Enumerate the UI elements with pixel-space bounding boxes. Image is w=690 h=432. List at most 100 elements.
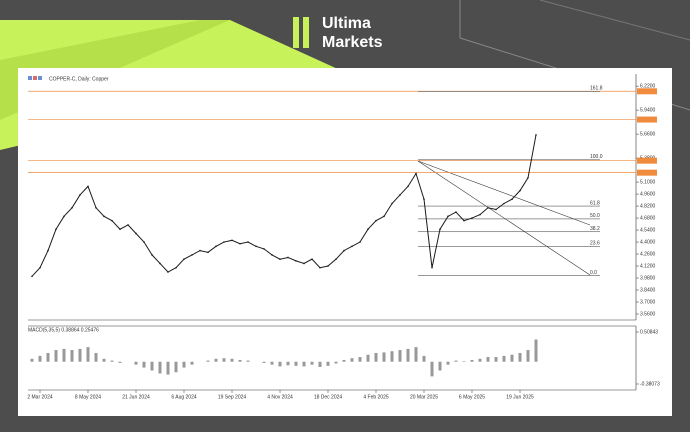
price-point [455, 211, 457, 213]
macd-bar [430, 361, 434, 377]
macd-bar [86, 347, 90, 362]
fib-label: 50.0 [590, 213, 600, 219]
price-point [55, 228, 57, 230]
macd-bar [518, 352, 522, 362]
x-tick-label: 4 Nov 2024 [267, 394, 293, 400]
price-point [143, 241, 145, 243]
macd-bar [414, 347, 418, 362]
macd-bar [262, 361, 266, 363]
macd-bar [342, 359, 346, 362]
price-point [487, 206, 489, 209]
price-point [327, 265, 329, 267]
price-point [335, 258, 337, 260]
macd-bar [158, 361, 162, 374]
macd-bar [230, 358, 234, 362]
macd-bar [206, 360, 210, 362]
price-point [351, 245, 353, 248]
price-point [71, 206, 73, 209]
logo-bar [303, 17, 309, 48]
price-point [183, 258, 185, 260]
macd-bar [494, 357, 498, 362]
macd-bar [78, 348, 82, 362]
macd-tick-label: 0.50843 [640, 329, 658, 335]
price-point [439, 228, 441, 230]
macd-bar [38, 355, 42, 362]
price-point [479, 213, 481, 216]
macd-bar [270, 361, 274, 365]
macd-bar [526, 350, 530, 362]
fib-label: 23.6 [590, 241, 600, 247]
x-tick-label: 19 Jun 2025 [506, 394, 534, 400]
y-tick-label: 5.1000 [640, 179, 656, 185]
macd-tick-label: -0.38073 [640, 381, 660, 387]
price-point [231, 239, 233, 242]
y-tick-label: 4.2600 [640, 251, 656, 257]
price-point [63, 215, 65, 218]
y-tick-label: 4.1200 [640, 263, 656, 269]
price-point [103, 215, 105, 218]
price-point [423, 198, 425, 201]
x-tick-label: 21 Jun 2024 [122, 394, 150, 400]
price-point [511, 198, 513, 201]
logo: Ultima Markets [293, 15, 383, 51]
price-point [359, 241, 361, 243]
fib-label: 0.0 [590, 270, 597, 276]
price-point [95, 206, 97, 209]
price-point [39, 266, 41, 269]
price-point [535, 134, 537, 136]
price-point [471, 217, 473, 219]
macd-bar [102, 358, 106, 362]
macd-bar [502, 355, 506, 362]
macd-bar [486, 357, 490, 362]
price-point [255, 245, 257, 248]
x-tick-label: 6 Aug 2024 [171, 394, 197, 400]
macd-bar [150, 361, 154, 371]
macd-bar [238, 359, 242, 362]
icon [33, 76, 37, 80]
fib-label: 38.2 [590, 226, 600, 232]
macd-bar [70, 350, 74, 362]
macd-bar [246, 360, 250, 362]
macd-bar [334, 361, 338, 364]
price-point [111, 219, 113, 222]
macd-bar [374, 352, 378, 362]
y-tick-label: 4.9600 [640, 191, 656, 197]
macd-bar [470, 359, 474, 362]
price-point [343, 249, 345, 252]
price-point [79, 194, 81, 196]
macd-bar [62, 348, 66, 362]
macd-bar [294, 361, 298, 366]
price-point [47, 249, 49, 252]
price-point [319, 266, 321, 269]
logo-text: Markets [322, 34, 383, 51]
macd-bar [278, 361, 282, 367]
trend-line [417, 160, 591, 276]
y-tick-label: 3.8400 [640, 287, 656, 293]
y-tick-label: 3.5600 [640, 311, 656, 317]
macd-bar [390, 351, 394, 362]
price-point [407, 185, 409, 188]
x-tick-label: 18 Dec 2024 [314, 394, 343, 400]
x-tick-label: 2 Mar 2024 [27, 394, 53, 400]
price-point [431, 266, 433, 269]
price-point [367, 228, 369, 230]
x-tick-label: 4 Feb 2025 [363, 394, 389, 400]
price-level-tag [637, 116, 657, 123]
macd-bar [222, 358, 226, 362]
x-tick-label: 19 Sep 2024 [218, 394, 247, 400]
price-point [391, 202, 393, 205]
price-point [191, 254, 193, 256]
macd-bar [166, 361, 170, 375]
chart-title: COPPER-C, Daily: Copper [49, 76, 109, 82]
logo-text: Ultima [322, 15, 371, 32]
price-point [295, 260, 297, 262]
macd-bar [94, 352, 98, 362]
macd-bar [30, 358, 34, 362]
macd-bar [382, 352, 386, 362]
price-point [415, 172, 417, 175]
price-point [151, 254, 153, 256]
price-point [135, 232, 137, 235]
y-tick-label: 4.6800 [640, 215, 656, 221]
y-tick-label: 3.7000 [640, 299, 656, 305]
price-point [495, 208, 497, 211]
